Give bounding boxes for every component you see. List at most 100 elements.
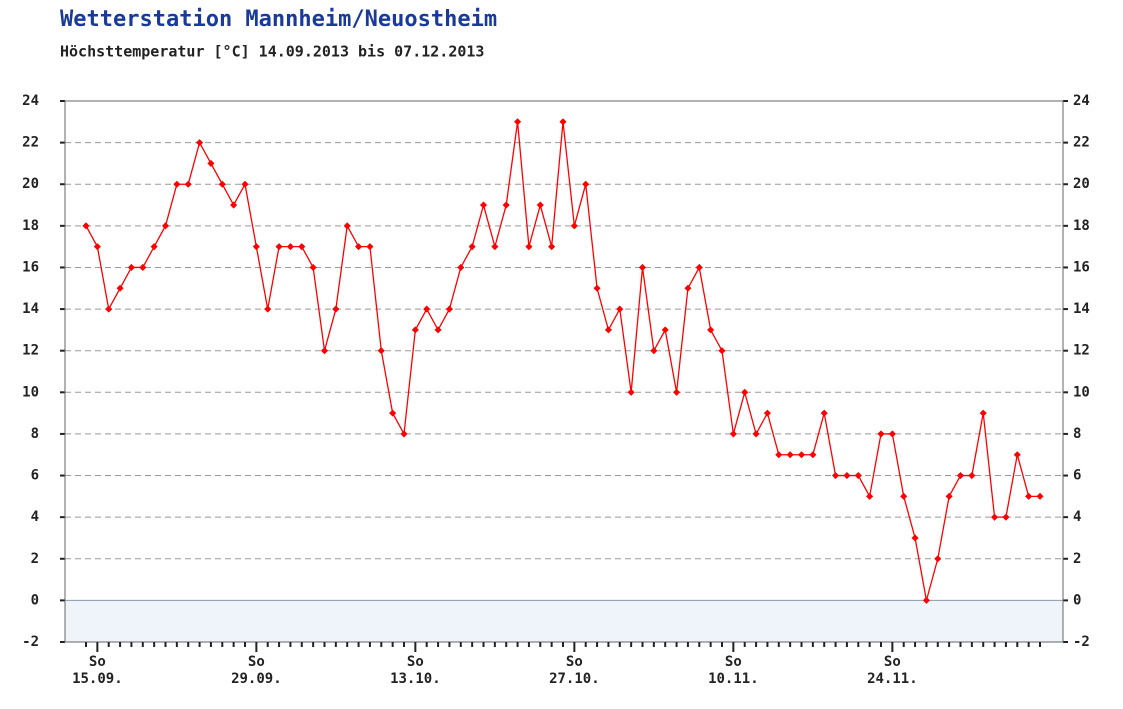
x-tick-label: 29.09.: [231, 671, 282, 687]
data-point: [570, 222, 578, 230]
data-point: [366, 243, 374, 251]
x-tick-weekday: So: [248, 654, 265, 670]
x-tick-label: 15.09.: [72, 671, 123, 687]
data-point: [139, 263, 147, 271]
data-point: [786, 451, 794, 459]
x-tick-label: 27.10.: [549, 671, 600, 687]
data-point: [797, 451, 806, 459]
data-point: [684, 284, 692, 292]
data-point: [900, 492, 908, 500]
data-point: [673, 388, 681, 396]
data-point: [945, 492, 953, 500]
data-point: [105, 305, 113, 313]
data-point: [514, 118, 522, 126]
data-point: [1002, 513, 1010, 521]
data-point: [582, 180, 590, 188]
data-point: [991, 513, 999, 521]
data-point: [173, 180, 181, 188]
data-point: [491, 243, 499, 251]
data-point: [116, 284, 124, 292]
data-point: [252, 243, 260, 251]
data-point: [548, 243, 556, 251]
data-point: [332, 305, 340, 313]
data-point: [286, 243, 294, 251]
data-point: [627, 388, 635, 396]
data-point: [207, 159, 215, 167]
plot-frame: [64, 100, 1064, 643]
y2-tick-label: 12: [1073, 343, 1090, 359]
data-point: [956, 472, 965, 480]
data-point: [127, 263, 135, 271]
x-tick-weekday: So: [89, 654, 106, 670]
y2-tick-label: 4: [1073, 509, 1081, 525]
data-point: [468, 243, 476, 251]
x-tick-label: 13.10.: [390, 671, 441, 687]
data-point: [911, 534, 919, 542]
data-point: [854, 472, 862, 480]
y-tick-label: 12: [22, 343, 39, 359]
chart-subtitle: Höchsttemperatur [°C] 14.09.2013 bis 07.…: [60, 43, 484, 61]
data-point: [820, 409, 828, 417]
y2-tick-label: 10: [1073, 384, 1090, 400]
y-tick-label: 20: [22, 176, 39, 192]
data-point: [1036, 492, 1044, 500]
data-point: [264, 305, 272, 313]
data-point: [832, 472, 840, 480]
data-point: [218, 180, 226, 188]
data-point: [434, 326, 442, 334]
data-point: [343, 222, 351, 230]
data-point: [411, 326, 419, 334]
data-point: [525, 243, 533, 251]
data-point: [707, 326, 715, 334]
temperature-line: [85, 121, 1040, 601]
y2-tick-label: 16: [1073, 259, 1090, 275]
data-point: [888, 430, 896, 438]
data-point: [1013, 451, 1021, 459]
data-point: [275, 243, 283, 251]
data-point: [934, 555, 942, 563]
data-point: [423, 305, 431, 313]
data-point: [866, 492, 874, 500]
data-point: [355, 243, 363, 251]
y-tick-label: 14: [22, 301, 39, 317]
y-tick-label: 6: [31, 468, 39, 484]
y2-tick-label: -2: [1073, 634, 1090, 650]
data-point: [298, 243, 306, 251]
y2-tick-label: 2: [1073, 551, 1081, 567]
data-point: [616, 305, 624, 313]
data-point: [979, 409, 987, 417]
data-point: [843, 472, 851, 480]
x-tick-weekday: So: [566, 654, 583, 670]
data-point: [241, 180, 249, 188]
y2-tick-label: 18: [1073, 218, 1090, 234]
data-point: [502, 201, 510, 209]
y-tick-label: 22: [22, 135, 39, 151]
data-point: [309, 263, 317, 271]
data-point: [968, 472, 976, 480]
data-point: [400, 430, 408, 438]
x-tick-label: 24.11.: [867, 671, 918, 687]
data-point: [1025, 492, 1033, 500]
data-point: [196, 139, 204, 147]
data-point: [82, 222, 90, 230]
data-point: [877, 430, 885, 438]
data-point: [593, 284, 601, 292]
y2-tick-label: 0: [1073, 592, 1081, 608]
data-point: [320, 347, 329, 355]
y2-tick-label: 8: [1073, 426, 1081, 442]
data-point: [479, 201, 488, 209]
data-point: [93, 243, 101, 251]
x-tick-weekday: So: [725, 654, 742, 670]
x-tick-weekday: So: [407, 654, 424, 670]
data-point: [922, 596, 930, 604]
data-point: [445, 305, 453, 313]
data-point: [559, 118, 567, 126]
data-point: [729, 430, 737, 438]
data-point: [695, 263, 703, 271]
data-point: [741, 388, 749, 396]
y2-tick-label: 14: [1073, 301, 1090, 317]
chart-title: Wetterstation Mannheim/Neuostheim: [60, 7, 497, 32]
y2-tick-label: 20: [1073, 176, 1090, 192]
y-tick-label: 2: [31, 551, 39, 567]
data-point: [809, 451, 817, 459]
